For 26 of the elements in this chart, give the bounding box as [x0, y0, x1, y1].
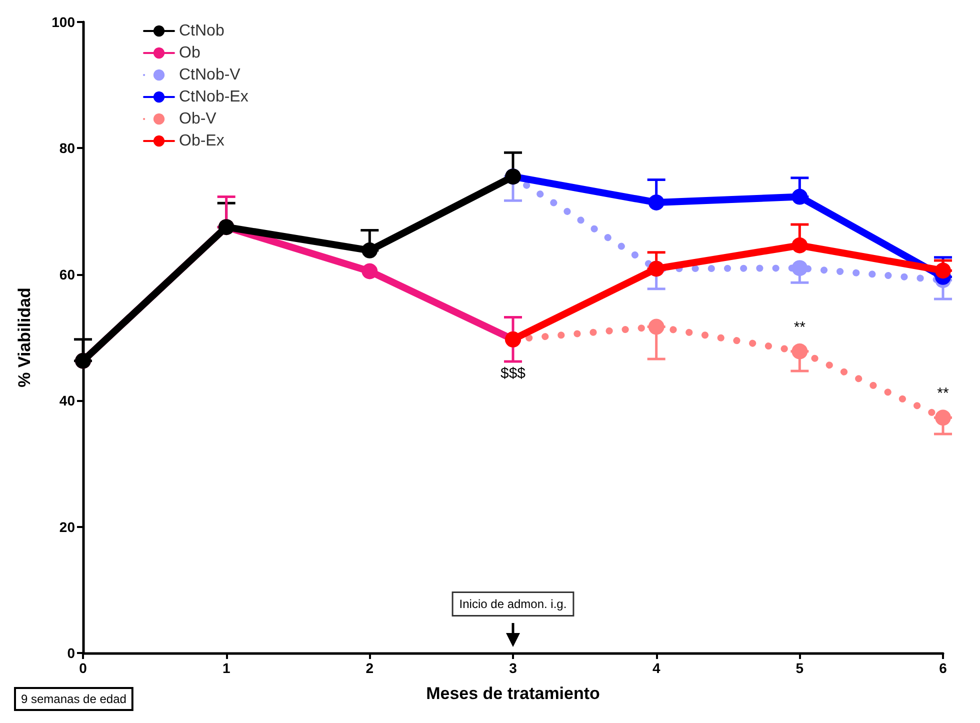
- legend-label: Ob-V: [179, 110, 217, 128]
- y-tick-label: 20: [59, 518, 76, 535]
- legend-label: Ob-Ex: [179, 132, 224, 150]
- y-tick-label: 60: [59, 266, 76, 282]
- annotation: $$$: [500, 364, 526, 382]
- annotation: Inicio de admon. i.g.: [459, 597, 567, 611]
- annotation: **: [937, 385, 949, 402]
- x-tick-label: 5: [796, 660, 804, 676]
- x-tick-label: 4: [652, 660, 660, 676]
- y-axis-title: % Viabilidad: [15, 288, 34, 388]
- legend-label: Ob: [179, 44, 200, 62]
- x-tick-label: 6: [939, 660, 948, 676]
- text: 9 semanas de edad: [21, 692, 126, 706]
- legend-label: CtNob-Ex: [179, 88, 248, 106]
- x-tick-label: 1: [222, 660, 230, 676]
- x-tick-label: 3: [509, 660, 518, 676]
- x-tick-label: 0: [79, 660, 88, 676]
- annotation: **: [794, 318, 806, 336]
- y-tick-label: 40: [59, 392, 76, 409]
- x-axis-title: Meses de tratamiento: [426, 684, 600, 703]
- legend-label: CtNob: [179, 22, 224, 40]
- y-tick-label: 80: [59, 140, 76, 156]
- y-tick-label: 0: [67, 645, 76, 661]
- y-tick-label: 100: [52, 14, 76, 30]
- legend-label: CtNob-V: [179, 66, 241, 84]
- x-tick-label: 2: [366, 660, 374, 676]
